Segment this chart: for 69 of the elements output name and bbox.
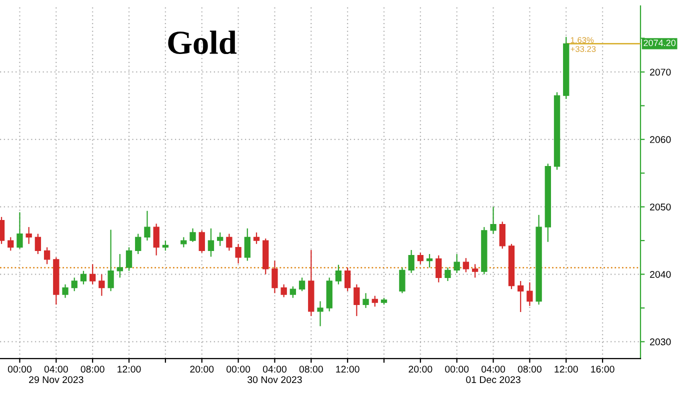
candlestick xyxy=(62,284,68,298)
candlestick xyxy=(108,229,114,292)
candlestick xyxy=(216,232,224,246)
candlestick xyxy=(372,295,378,308)
y-tick-label: 2040 xyxy=(650,270,671,278)
candlestick xyxy=(8,236,14,252)
candlestick xyxy=(399,266,406,294)
x-tick-label: 12:00 xyxy=(554,366,578,373)
candlestick xyxy=(354,284,360,317)
y-tick-label: 2070 xyxy=(650,68,671,76)
x-tick-label: 08:00 xyxy=(299,366,323,373)
candlestick xyxy=(526,282,533,307)
x-tick-label: 08:00 xyxy=(518,366,542,373)
candlestick xyxy=(90,264,96,285)
candlestick xyxy=(317,300,324,327)
candlestick xyxy=(26,226,32,244)
candlestick xyxy=(454,253,460,274)
annotation: 1.63% +33.23 xyxy=(570,37,596,52)
candlestick xyxy=(253,232,260,244)
candlestick xyxy=(408,249,414,274)
x-tick-label: 20:00 xyxy=(408,366,432,373)
x-tick-label: 16:00 xyxy=(591,366,614,373)
candlestick xyxy=(126,246,132,272)
candlestick xyxy=(280,284,287,298)
candlestick xyxy=(226,233,232,252)
candlestick xyxy=(344,266,351,292)
candlestick xyxy=(335,264,342,285)
x-tick-label: 00:00 xyxy=(8,366,32,373)
candlestick xyxy=(208,228,214,258)
candlestick xyxy=(80,270,87,285)
candlestick xyxy=(98,274,105,296)
x-tick-label: 08:00 xyxy=(80,366,104,373)
candlestick xyxy=(290,286,296,298)
candlestick xyxy=(298,277,306,292)
candlestick xyxy=(417,252,424,265)
x-tick-label: 20:00 xyxy=(190,366,214,373)
x-tick-label: 12:00 xyxy=(118,366,141,373)
candlestick xyxy=(16,212,23,250)
candlestick xyxy=(71,277,78,292)
x-tick-label: 12:00 xyxy=(336,366,360,373)
ref-line-label: 2074.20 xyxy=(644,40,676,46)
candlestick xyxy=(135,233,142,255)
candlestick xyxy=(153,223,160,256)
text: Gold xyxy=(168,30,237,54)
candlestick xyxy=(426,253,433,268)
candlestick xyxy=(180,236,187,248)
candlestick xyxy=(235,243,242,264)
candlestick xyxy=(162,240,169,252)
x-tick-label: 00:00 xyxy=(226,366,250,373)
candlestick xyxy=(490,206,496,234)
candlestick xyxy=(144,210,150,242)
x-tick-label: 00:00 xyxy=(445,366,469,373)
candlestick xyxy=(499,221,506,250)
y-tick-label: 2030 xyxy=(650,338,671,346)
candlestick xyxy=(44,246,50,265)
candlestick xyxy=(34,233,42,255)
candlestick xyxy=(472,264,478,278)
candlestick xyxy=(444,266,451,282)
y-tick-label: 2060 xyxy=(650,136,671,144)
candlestick xyxy=(436,254,442,283)
candlestick xyxy=(198,230,205,254)
candlestick xyxy=(362,292,369,309)
y-tick-label: 2050 xyxy=(650,204,671,210)
candlestick xyxy=(116,253,123,278)
candlestick xyxy=(518,280,524,313)
candlestick xyxy=(272,260,278,294)
candlestick xyxy=(244,228,250,262)
candlestick xyxy=(462,258,470,273)
candlestick xyxy=(190,228,196,242)
